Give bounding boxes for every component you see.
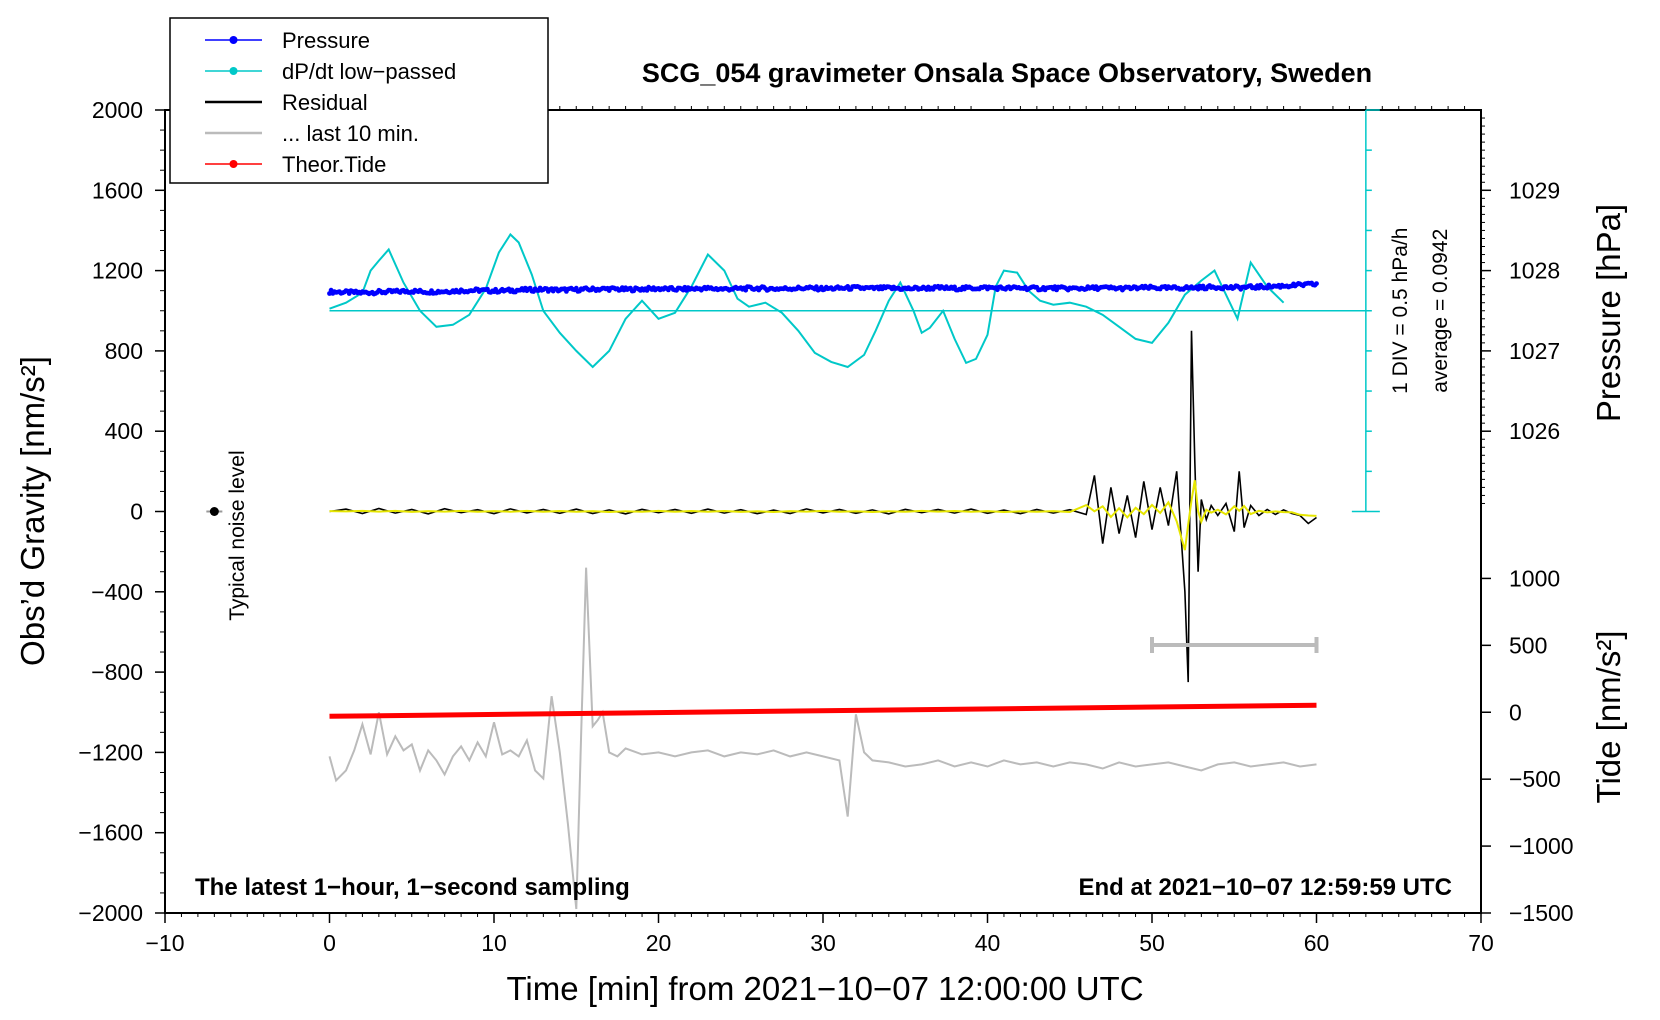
legend-marker — [229, 160, 238, 168]
pressure-point — [1314, 281, 1319, 286]
y-tick-label: −2000 — [78, 900, 143, 926]
noise-point — [209, 507, 219, 516]
y-tick-label: 0 — [130, 499, 143, 525]
y-axis-gravity: 2000 1600 1200 800 400 0 −400 −800 −1200 −1600 −20… — [78, 97, 165, 926]
chart-title: SCG_054 gravimeter Onsala Space Observat… — [642, 58, 1372, 88]
x-tick-label: 70 — [1468, 930, 1494, 956]
tide-tick-label: 0 — [1509, 699, 1522, 725]
legend-label: Pressure — [282, 28, 370, 53]
x-tick-label: 50 — [1139, 930, 1165, 956]
sampling-note: The latest 1−hour, 1−second sampling — [195, 874, 630, 901]
y-axis-label-gravity: Obs’d Gravity [nm/s²] — [14, 356, 51, 666]
legend-label: dP/dt low−passed — [282, 59, 456, 84]
noise-marker — [206, 507, 223, 516]
legend-marker — [229, 67, 238, 75]
x-tick-label: −10 — [145, 930, 184, 956]
dpdt-scale-label: 1 DIV = 0.5 hPa/h — [1389, 228, 1412, 394]
y-tick-label: 2000 — [92, 97, 143, 123]
x-tick-label: 30 — [810, 930, 836, 956]
y-tick-label: −1600 — [78, 820, 143, 846]
pressure-tick-label: 1028 — [1509, 258, 1560, 284]
dpdt-average-label: average = 0.0942 — [1429, 229, 1452, 393]
pressure-tick-label: 1029 — [1509, 177, 1560, 203]
x-tick-label: 0 — [323, 930, 336, 956]
x-tick-label: 60 — [1304, 930, 1330, 956]
residual-smoothed-line — [329, 480, 1317, 551]
tide-tick-label: −1000 — [1509, 833, 1574, 859]
end-time-note: End at 2021−10−07 12:59:59 UTC — [1078, 874, 1452, 901]
x-tick-label: 20 — [646, 930, 672, 956]
legend-label: Theor.Tide — [282, 152, 386, 177]
x-axis: −10 0 10 20 30 40 50 60 70 — [145, 106, 1494, 956]
y-axis-label-tide: Tide [nm/s²] — [1590, 631, 1627, 804]
x-axis-label: Time [min] from 2021−10−07 12:00:00 UTC — [506, 970, 1143, 1007]
legend-label: Residual — [282, 90, 368, 115]
y-tick-label: −400 — [91, 579, 143, 605]
tide-tick-label: 1000 — [1509, 565, 1560, 591]
x-tick-label: 40 — [975, 930, 1001, 956]
x-tick-label: 10 — [481, 930, 507, 956]
y-tick-label: 1200 — [92, 258, 143, 284]
legend-box — [169, 17, 549, 184]
tide-line — [329, 702, 1317, 719]
y-axis-pressure: 1029 1028 1027 1026 — [1481, 117, 1560, 504]
last10-line — [328, 567, 1317, 910]
legend-marker — [229, 36, 238, 44]
y-tick-label: 1600 — [92, 177, 143, 203]
pressure-series — [327, 280, 1319, 297]
y-tick-label: −800 — [91, 659, 143, 685]
y-axis-label-pressure: Pressure [hPa] — [1590, 204, 1627, 422]
legend-label: ... last 10 min. — [282, 121, 419, 146]
y-tick-label: −1200 — [78, 739, 143, 765]
series-layer — [327, 232, 1366, 910]
y-tick-label: 400 — [105, 418, 143, 444]
dpdt-line — [329, 232, 1285, 369]
pressure-tick-label: 1027 — [1509, 338, 1560, 364]
last10-range-bar — [1150, 636, 1319, 653]
tide-tick-label: 500 — [1509, 632, 1547, 658]
pressure-tick-label: 1026 — [1509, 418, 1560, 444]
y-tick-label: 800 — [105, 338, 143, 364]
tide-tick-label: −500 — [1509, 766, 1561, 792]
tide-tick-label: −1500 — [1509, 900, 1574, 926]
legend: Pressure dP/dt low−passed Residual ... last… — [169, 17, 549, 184]
noise-label: Typical noise level — [226, 450, 249, 620]
dpdt-scale-ruler — [1351, 109, 1380, 513]
y-axis-tide: 1000 500 0 −500 −1000 −1500 — [1481, 565, 1574, 926]
